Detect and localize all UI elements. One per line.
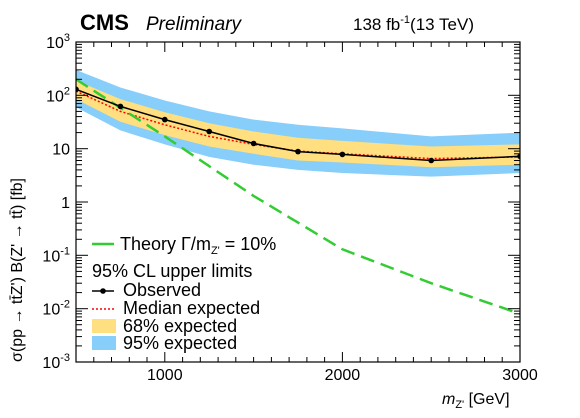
x-axis-label: mZ' [GeV] xyxy=(442,391,510,411)
lumi-value: 138 fb xyxy=(353,15,400,34)
legend-68-label: 68% expected xyxy=(123,316,237,336)
lumi-energy: (13 TeV) xyxy=(410,15,474,34)
legend-theory-label: Theory Γ/mZ' = 10% xyxy=(120,234,276,257)
y-tick-label: 10 xyxy=(52,142,70,159)
y-tick-label: 10-2 xyxy=(42,299,70,319)
x-tick-label: 3000 xyxy=(502,367,538,384)
observed-point xyxy=(517,153,520,160)
experiment-label: CMS xyxy=(80,10,129,35)
axis-ticks xyxy=(75,42,521,363)
legend-observed-label: Observed xyxy=(123,280,201,300)
observed-point xyxy=(162,116,168,123)
observed-point xyxy=(428,157,435,164)
status-label: Preliminary xyxy=(146,14,243,35)
median-expected-line xyxy=(76,90,520,160)
legend-observed-marker xyxy=(100,288,106,294)
lumi-exponent: -1 xyxy=(400,14,410,26)
observed-point xyxy=(76,86,79,93)
y-tick-label: 103 xyxy=(46,32,70,52)
y-tick-label: 10-1 xyxy=(42,245,70,265)
y-tick-label: 10-3 xyxy=(42,352,70,372)
y-tick-label: 1 xyxy=(61,195,70,212)
theory-line xyxy=(76,78,520,315)
axis-tick-labels: 1000 2000 3000 10-3 10-2 10-1 1 10 102 103 xyxy=(42,32,537,384)
x-tick-label: 1000 xyxy=(147,367,183,384)
legend-68-swatch xyxy=(92,319,116,333)
observed-point xyxy=(295,148,301,155)
y-axis-label: σ(pp → tt̄Z') B(Z' → tt̄) [fb] xyxy=(9,178,26,362)
plot-area xyxy=(76,69,520,315)
band-68-expected xyxy=(76,80,520,168)
legend-95-swatch xyxy=(92,336,116,350)
x-tick-label: 2000 xyxy=(325,367,361,384)
y-tick-label: 102 xyxy=(46,85,70,105)
legend-median-label: Median expected xyxy=(123,298,260,318)
legend: Theory Γ/mZ' = 10% 95% CL upper limits O… xyxy=(92,234,276,353)
observed-point xyxy=(339,151,346,158)
legend-header: 95% CL upper limits xyxy=(92,261,252,281)
luminosity-label: 138 fb-1(13 TeV) xyxy=(353,14,474,34)
observed-point xyxy=(117,103,124,110)
observed-point xyxy=(206,128,212,135)
legend-95-label: 95% expected xyxy=(123,333,237,353)
observed-point xyxy=(250,140,257,147)
